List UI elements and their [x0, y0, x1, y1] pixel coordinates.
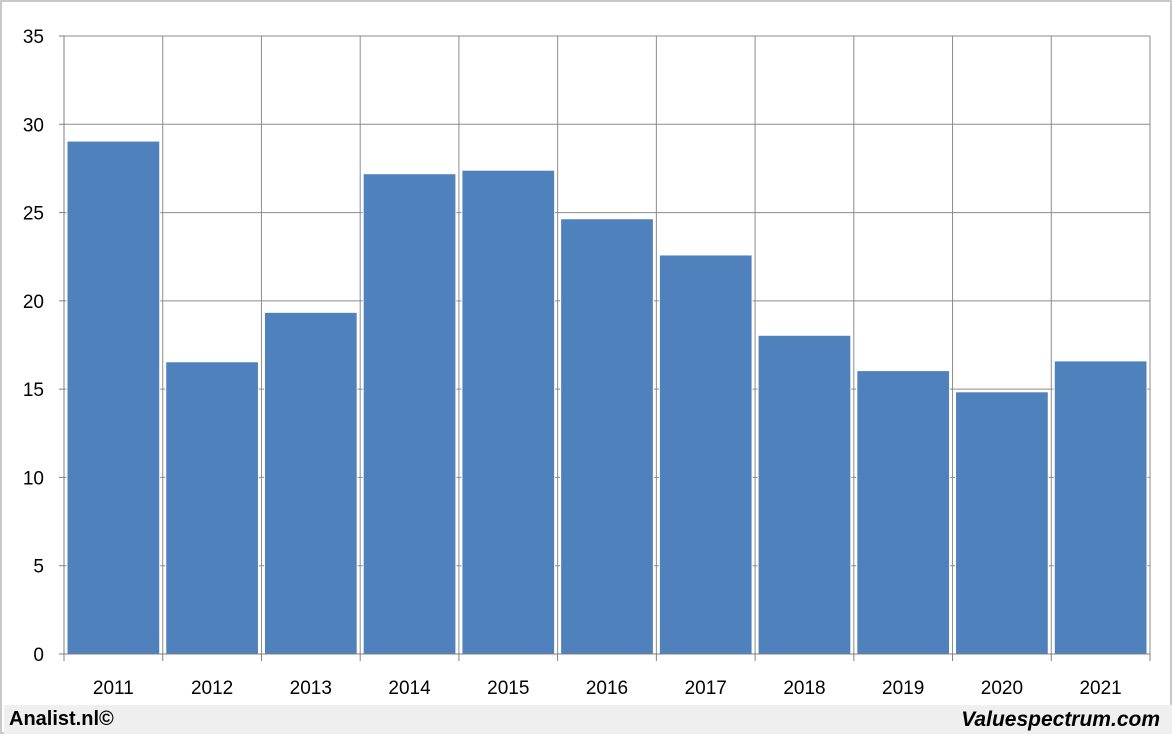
- bar-2021: [1053, 360, 1148, 655]
- x-tick-label: 2016: [586, 678, 628, 699]
- bars: [66, 140, 1148, 655]
- x-tick-label: 2018: [783, 678, 825, 699]
- y-tick-label: 10: [23, 468, 44, 489]
- axes: [59, 35, 1151, 661]
- x-tick-label: 2011: [93, 678, 134, 699]
- bar-2016: [560, 218, 654, 655]
- y-tick-label: 5: [33, 557, 44, 578]
- y-tick-label: 15: [23, 380, 44, 401]
- x-tick-label: 2015: [487, 678, 529, 699]
- bar-2013: [263, 311, 358, 655]
- footer-bar: Analist.nl© Valuespectrum.com: [4, 705, 1172, 734]
- x-tick-label: 2013: [290, 678, 332, 699]
- bar-2017: [658, 254, 753, 655]
- y-tick-label: 0: [33, 645, 44, 666]
- y-tick-label: 30: [23, 115, 44, 136]
- x-tick-label: 2012: [191, 678, 233, 699]
- bar-2012: [165, 361, 259, 655]
- tick-labels: 0 5 10 15 20 25 30 35 2011 2012 2013 2014 2015 2016 20…: [23, 27, 1122, 699]
- bar-2011: [66, 140, 161, 655]
- x-tick-label: 2020: [981, 678, 1023, 699]
- bar-2014: [362, 173, 457, 655]
- bar-2020: [955, 391, 1049, 655]
- bar-2015: [461, 169, 556, 655]
- source-credit-left: Analist.nl©: [9, 708, 114, 730]
- bar-2019: [856, 370, 951, 655]
- x-tick-label: 2019: [882, 678, 924, 699]
- bar-2018: [757, 334, 852, 655]
- y-tick-label: 35: [23, 27, 44, 48]
- y-tick-label: 25: [23, 204, 44, 225]
- x-tick-label: 2014: [388, 678, 431, 699]
- x-tick-label: 2017: [685, 678, 727, 699]
- source-credit-right: Valuespectrum.com: [961, 708, 1160, 731]
- y-tick-label: 20: [23, 292, 44, 313]
- x-tick-label: 2021: [1079, 678, 1121, 699]
